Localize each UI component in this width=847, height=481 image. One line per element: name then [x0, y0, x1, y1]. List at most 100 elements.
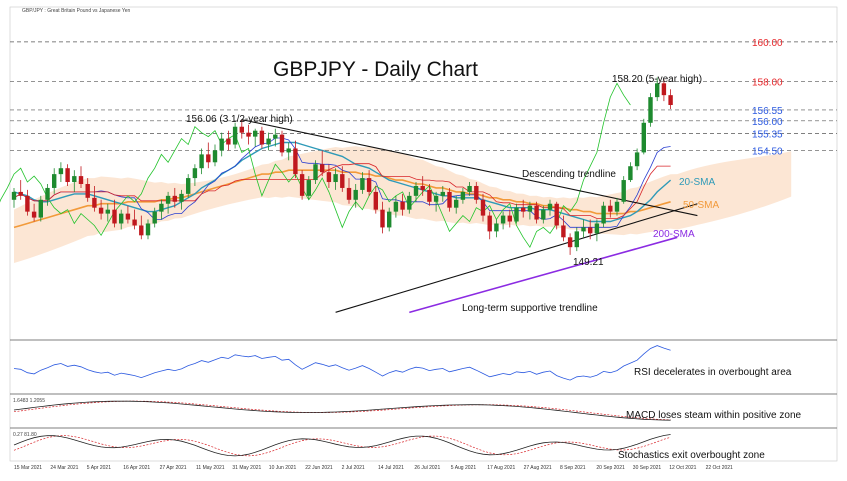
indicator-note-MACD: MACD loses steam within positive zone — [626, 410, 802, 421]
candle — [25, 189, 30, 216]
annotation-label: 158.20 (5-year high) — [612, 74, 702, 85]
candle — [427, 184, 432, 206]
candle-body — [507, 215, 512, 222]
candle-body — [299, 174, 305, 196]
candle-body — [206, 154, 211, 163]
candle-body — [541, 209, 546, 220]
candle — [655, 77, 660, 102]
candle-body — [18, 191, 23, 196]
level-label-156.55: 156.55 — [752, 106, 783, 117]
candle — [487, 211, 492, 240]
candle — [433, 191, 439, 212]
candle-body — [514, 207, 519, 222]
candle-body — [38, 199, 43, 218]
candle — [239, 119, 244, 139]
annotation-label: Descending trendline — [522, 169, 616, 180]
candle-body — [340, 174, 345, 188]
candle — [514, 203, 519, 224]
candle-body — [500, 215, 506, 224]
level-label-155.35: 155.35 — [752, 130, 783, 141]
sma-label-50-SMA: 50-SMA — [683, 200, 719, 211]
candle — [58, 162, 64, 183]
candle — [159, 199, 164, 220]
candle — [346, 178, 352, 204]
candle-body — [293, 148, 298, 175]
candle-body — [239, 126, 244, 133]
candle-body — [105, 209, 110, 214]
candle-body — [306, 180, 311, 196]
candle — [313, 160, 318, 184]
candle — [641, 118, 646, 155]
x-tick-label: 27 Apr 2021 — [160, 465, 187, 471]
candle — [212, 144, 218, 167]
candle — [541, 205, 546, 224]
candle — [266, 132, 271, 151]
candle — [293, 140, 298, 179]
candle — [199, 148, 204, 175]
candle-body — [333, 174, 338, 183]
candle — [306, 176, 311, 200]
candle — [186, 174, 191, 198]
sma-label-200-SMA: 200-SMA — [653, 229, 695, 240]
candle — [279, 130, 285, 157]
candle — [621, 176, 626, 204]
candle-body — [366, 178, 372, 192]
candle-body — [427, 189, 432, 202]
candle — [467, 182, 472, 196]
candle-body — [387, 211, 392, 228]
candle — [139, 215, 144, 240]
x-tick-label: 20 Sep 2021 — [596, 465, 625, 471]
candle-body — [581, 227, 586, 232]
candle — [232, 122, 238, 149]
candle-body — [634, 152, 640, 167]
candle — [581, 219, 586, 238]
candle — [226, 130, 231, 151]
x-tick-label: 17 Aug 2021 — [487, 465, 515, 471]
candle-body — [139, 225, 144, 236]
candle-body — [320, 164, 325, 173]
candle-body — [246, 132, 251, 137]
candle-body — [574, 231, 579, 248]
candle-body — [527, 205, 533, 212]
candle-body — [393, 201, 399, 212]
candle — [380, 201, 385, 234]
candle-body — [219, 138, 224, 151]
candle-body — [440, 191, 445, 196]
candle-body — [232, 126, 238, 145]
candle-body — [447, 191, 452, 208]
indicator-panels: RSI decelerates in overbought area 1.6483… — [10, 339, 837, 461]
candle-body — [266, 138, 271, 145]
candle — [172, 187, 177, 208]
candle-body — [226, 138, 231, 145]
candle — [299, 170, 305, 200]
candle — [534, 201, 539, 224]
candle — [420, 176, 425, 196]
candle-body — [433, 195, 439, 202]
panel-scale-MACD: 1.6483 1.2055 — [13, 398, 45, 404]
x-tick-label: 5 Apr 2021 — [87, 465, 111, 471]
candle-body — [380, 209, 385, 228]
candle — [206, 142, 211, 169]
candle — [119, 209, 124, 230]
indicator-note-RSI: RSI decelerates in overbought area — [634, 367, 792, 378]
candle-body — [259, 130, 265, 145]
candle-body — [420, 185, 425, 190]
x-tick-label: 10 Jun 2021 — [269, 465, 297, 471]
candle — [326, 164, 332, 188]
candle — [480, 193, 486, 222]
candle — [18, 180, 23, 200]
candle — [360, 172, 365, 194]
candle-body — [72, 176, 77, 183]
x-tick-label: 24 Mar 2021 — [50, 465, 78, 471]
candle — [554, 201, 559, 230]
candle — [85, 178, 90, 202]
candle-body — [45, 187, 50, 200]
candle-body — [534, 205, 539, 220]
candle-body — [152, 211, 157, 224]
x-tick-label: 2 Jul 2021 — [342, 465, 365, 471]
candle — [219, 132, 224, 157]
candle-body — [286, 148, 291, 153]
candle-body — [159, 203, 164, 212]
x-tick-label: 8 Sep 2021 — [560, 465, 586, 471]
candle — [547, 199, 553, 216]
